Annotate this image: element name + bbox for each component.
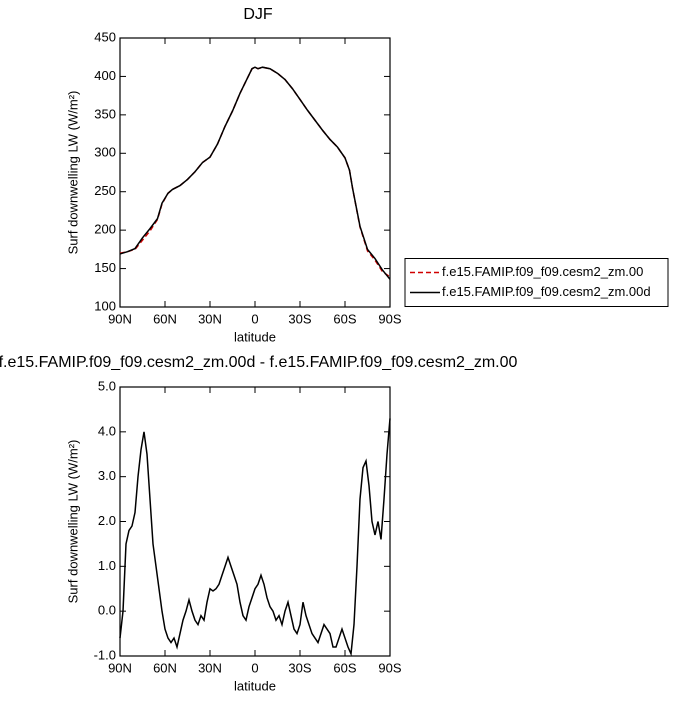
- plot-frame: [119, 386, 391, 657]
- data-line: [119, 418, 391, 657]
- y-tick-label: 450: [94, 29, 116, 44]
- x-tick-label: 0: [251, 660, 258, 675]
- x-tick-label: 60S: [333, 660, 356, 675]
- x-tick-label: 90S: [378, 660, 401, 675]
- legend-label: f.e15.FAMIP.f09_f09.cesm2_zm.00: [442, 264, 643, 279]
- x-axis-label: latitude: [234, 329, 276, 344]
- x-tick-label: 60S: [333, 311, 356, 326]
- data-line: [119, 66, 391, 280]
- x-tick-label: 30N: [198, 660, 222, 675]
- y-tick-label: 250: [94, 183, 116, 198]
- x-tick-label: 30S: [288, 311, 311, 326]
- y-tick-label: 150: [94, 260, 116, 275]
- y-axis-label: Surf downwelling LW (W/m²): [65, 440, 80, 604]
- chart-title: f.e15.FAMIP.f09_f09.cesm2_zm.00d - f.e15…: [0, 354, 518, 371]
- x-tick-label: 60N: [153, 311, 177, 326]
- y-tick-label: 0.0: [98, 603, 116, 618]
- y-tick-label: 5.0: [98, 378, 116, 393]
- y-tick-label: 350: [94, 106, 116, 121]
- x-tick-label: 60N: [153, 660, 177, 675]
- x-axis-label: latitude: [234, 678, 276, 693]
- x-tick-label: 90N: [108, 660, 132, 675]
- legend-label: f.e15.FAMIP.f09_f09.cesm2_zm.00d: [442, 284, 651, 299]
- x-tick-label: 30N: [198, 311, 222, 326]
- x-tick-label: 0: [251, 311, 258, 326]
- y-tick-label: -1.0: [94, 647, 116, 662]
- y-tick-label: 100: [94, 298, 116, 313]
- legend-box: [404, 258, 669, 307]
- y-axis-label: Surf downwelling LW (W/m²): [65, 91, 80, 255]
- y-tick-label: 3.0: [98, 468, 116, 483]
- x-tick-label: 90S: [378, 311, 401, 326]
- chart-title: DJF: [243, 6, 273, 23]
- x-tick-label: 30S: [288, 660, 311, 675]
- y-tick-label: 1.0: [98, 558, 116, 573]
- y-tick-label: 400: [94, 68, 116, 83]
- y-tick-label: 4.0: [98, 423, 116, 438]
- y-tick-label: 300: [94, 145, 116, 160]
- y-tick-label: 200: [94, 222, 116, 237]
- y-tick-label: 2.0: [98, 513, 116, 528]
- x-tick-label: 90N: [108, 311, 132, 326]
